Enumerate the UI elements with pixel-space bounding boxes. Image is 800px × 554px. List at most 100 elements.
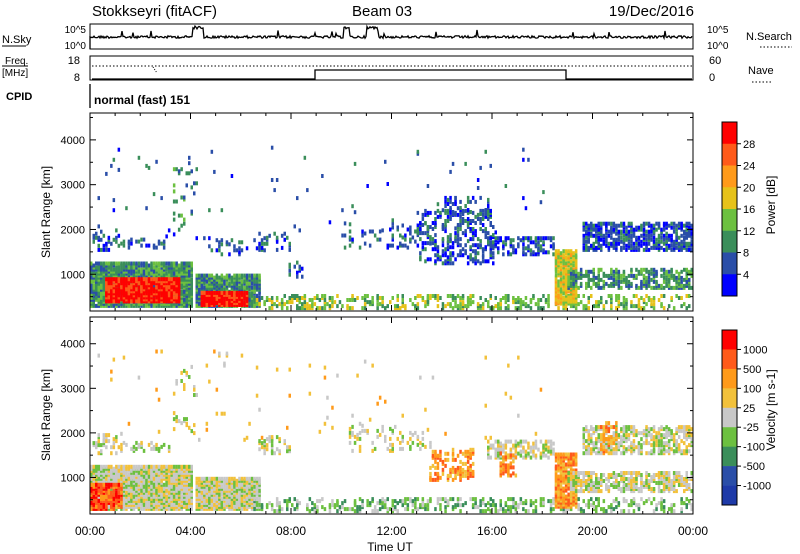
power-cell-r12 [479,227,482,231]
power-cell-r17 [582,221,585,226]
power-cell-r1 [253,289,256,294]
velocity-cell-r0 [140,506,143,511]
power-cell-r15 [557,279,560,284]
power-cell-r6 [180,195,183,200]
power-cell-r4 [105,241,108,246]
power-cell-r16 [592,277,595,282]
power-cell-r3 [233,301,236,305]
velocity-cell-r1 [223,496,226,501]
power-cell-r0 [170,303,173,308]
power-cell-r9 [499,302,502,307]
power-cell-r5 [162,245,166,250]
power-cell-r17 [657,233,661,238]
power-cell-r11 [404,243,407,248]
power-cell-r12 [454,210,457,215]
power-cell-r14 [519,238,523,243]
power-cell-r14 [524,252,528,257]
power-cell-r6 [188,171,191,176]
power-cell-r3 [230,290,234,295]
power-cell-r17 [670,247,673,252]
velocity-cell-r0 [102,472,106,477]
velocity-cell-r1 [195,480,198,485]
power-cell-r17 [637,247,641,252]
power-cell-r13 [466,199,470,204]
power-cell-r9 [306,302,309,307]
power-cell-r9 [303,300,307,305]
velocity-cell-r0 [172,502,176,507]
power-cell-r0 [105,265,108,270]
power-cell-r9 [622,304,626,309]
power-cell-r11 [361,233,364,238]
power-cell-r18 [353,210,357,215]
power-cell-r16 [667,273,671,278]
power-cell-r14 [529,236,533,241]
power-cell-r12 [441,223,445,227]
power-cell-r9 [275,296,279,300]
power-cell-r12 [454,231,457,236]
power-cell-r3 [215,290,219,295]
power-cell-r12 [466,255,470,260]
power-cell-r9 [547,294,550,298]
power-cell-r0 [125,303,128,308]
power-cell-r16 [655,269,658,274]
power-cell-r17 [620,239,623,244]
power-cell-r4 [95,235,98,240]
power-cell-r0 [92,303,95,308]
power-cell-r9 [371,296,374,300]
nsky-tick-top: 10^5 [65,25,87,36]
power-cell-r12 [474,243,477,248]
power-cell-r1 [250,273,254,278]
power-cell-r16 [569,267,573,272]
power-cell-r17 [585,225,588,230]
power-cell-r3 [210,290,214,295]
power-cell-r17 [688,229,691,234]
power-cell-r9 [670,296,673,300]
power-cell-r13 [471,195,475,200]
power-colorbar-segment [722,187,737,210]
power-cell-r18 [353,161,357,166]
power-cell-r13 [479,212,482,216]
power-cell-r9 [582,294,585,298]
velocity-cell-r0 [127,496,131,501]
power-cell-r1 [250,277,254,282]
power-cell-r17 [635,225,638,230]
power-cell-r14 [552,236,555,241]
power-ytick-label: 2000 [61,224,85,236]
power-cell-r13 [466,208,470,212]
power-cell-r12 [461,253,465,258]
power-cell-r12 [434,243,437,248]
power-cell-r9 [363,306,367,311]
power-cell-r2 [142,295,146,300]
power-cell-r17 [587,231,590,236]
power-cell-r3 [228,294,231,299]
power-cell-r11 [396,225,399,230]
power-cell-r0 [157,303,161,308]
power-cell-r15 [557,249,560,254]
power-cell-r2 [110,283,113,288]
power-cell-r15 [564,249,568,254]
velocity-cell-r0 [180,494,183,499]
power-cell-r9 [444,304,447,309]
power-cell-r12 [419,255,422,260]
power-cell-r2 [105,283,108,288]
power-cell-r2 [170,277,173,282]
power-cell-r14 [497,250,500,255]
power-cell-r3 [200,294,204,299]
power-cell-r6 [172,211,176,216]
power-cell-r9 [662,306,666,311]
power-cell-r9 [615,306,618,311]
power-cell-r11 [401,223,404,228]
power-cell-r7 [228,242,231,247]
power-cell-r2 [160,295,163,300]
power-cell-r16 [645,275,648,280]
power-cell-r0 [185,277,188,282]
power-cell-r12 [476,237,480,242]
power-cell-r14 [494,242,497,247]
power-cell-r9 [635,304,638,309]
velocity-cell-r0 [135,496,138,501]
power-cell-r2 [152,277,156,282]
power-cell-r9 [544,300,548,305]
power-cell-r12 [449,257,452,262]
cpid-text: normal (fast) 151 [94,93,190,107]
